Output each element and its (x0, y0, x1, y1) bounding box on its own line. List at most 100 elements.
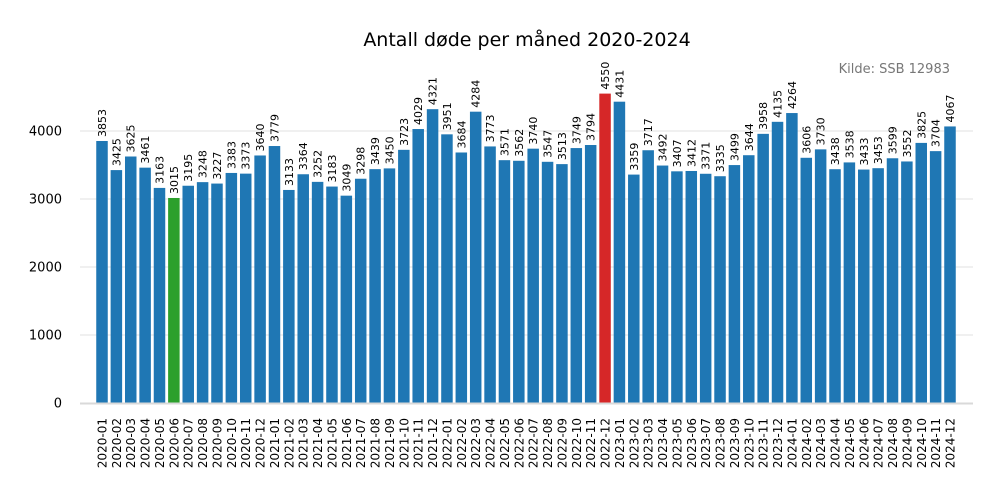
data-label: 3958 (757, 102, 770, 130)
bar (929, 151, 942, 403)
x-tick-label: 2022-05 (498, 418, 512, 468)
data-label: 3640 (254, 123, 267, 151)
bar (786, 113, 798, 403)
data-label: 3453 (872, 136, 885, 164)
x-tick-label: 2020-08 (196, 418, 210, 468)
x-tick-label: 2021-08 (369, 418, 383, 468)
bar (757, 133, 769, 403)
bar (326, 186, 338, 403)
data-label: 3951 (441, 102, 454, 130)
x-tick-label: 2022-06 (512, 418, 526, 468)
bar (297, 174, 309, 403)
x-tick-label: 2020-09 (210, 418, 224, 468)
x-tick-label: 2024-06 (857, 418, 871, 468)
data-label: 3335 (714, 144, 727, 172)
x-tick-label: 2021-11 (412, 418, 426, 468)
data-label: 4264 (786, 81, 799, 109)
bar (872, 168, 884, 403)
bar (340, 195, 353, 403)
x-tick-label: 2020-12 (254, 418, 268, 468)
x-tick-label: 2021-04 (311, 418, 325, 468)
bar (886, 158, 899, 403)
data-label: 4321 (427, 77, 440, 105)
bar (599, 93, 611, 403)
bar (354, 178, 367, 403)
bar (498, 160, 511, 403)
data-label: 3552 (901, 129, 914, 157)
bar (110, 170, 123, 403)
bar (96, 140, 108, 403)
data-label: 3723 (398, 118, 411, 146)
source-annotation: Kilde: SSB 12983 (839, 62, 950, 77)
x-tick-label: 2021-10 (397, 418, 411, 468)
x-tick-label: 2024-11 (929, 418, 943, 468)
data-label: 3183 (326, 155, 339, 183)
bar (139, 167, 151, 403)
x-tick-label: 2020-06 (167, 418, 181, 468)
x-tick-label: 2023-03 (642, 418, 656, 468)
data-label: 3049 (340, 164, 353, 192)
bar (124, 156, 137, 403)
bar (628, 174, 640, 403)
bar (513, 160, 525, 403)
data-label: 3825 (915, 111, 928, 139)
data-label: 4550 (599, 62, 612, 90)
bar (800, 157, 813, 403)
bar (268, 146, 281, 403)
data-label: 4284 (470, 80, 483, 108)
x-tick-label: 2022-11 (584, 418, 598, 468)
x-tick-label: 2023-10 (742, 418, 756, 468)
data-label: 3599 (887, 126, 900, 154)
bar (182, 185, 194, 403)
data-label: 3704 (930, 119, 943, 147)
bar (441, 134, 453, 403)
x-tick-label: 2020-11 (239, 418, 253, 468)
x-tick-label: 2021-12 (426, 418, 440, 468)
data-label: 3383 (225, 141, 238, 169)
x-tick-label: 2022-12 (599, 418, 613, 468)
y-tick-label: 4000 (29, 125, 62, 140)
data-label: 3749 (570, 116, 583, 144)
bar (843, 162, 856, 403)
bar (570, 148, 583, 403)
x-tick-label: 2020-03 (124, 418, 138, 468)
x-tick-label: 2023-02 (627, 418, 641, 468)
x-tick-label: 2022-10 (570, 418, 584, 468)
y-tick-label: 0 (54, 397, 62, 412)
x-tick-label: 2020-01 (96, 418, 110, 468)
x-tick-label: 2023-08 (714, 418, 728, 468)
bar (484, 146, 496, 403)
x-tick-label: 2024-08 (886, 418, 900, 468)
bar (455, 152, 468, 403)
data-label: 3625 (125, 125, 138, 153)
x-tick-label: 2021-06 (340, 418, 354, 468)
data-label: 3248 (197, 150, 210, 178)
data-label: 3163 (153, 156, 166, 184)
bar (383, 168, 396, 403)
data-label: 3015 (168, 166, 181, 194)
bar (656, 165, 669, 403)
x-tick-label: 2024-02 (800, 418, 814, 468)
data-label: 3853 (96, 109, 109, 137)
x-tick-label: 2023-05 (670, 418, 684, 468)
x-tick-label: 2022-01 (440, 418, 454, 468)
bar (196, 182, 209, 403)
bar (527, 148, 539, 403)
bar (685, 170, 698, 403)
y-tick-label: 3000 (29, 193, 62, 208)
x-tick-label: 2024-10 (915, 418, 929, 468)
x-tick-label: 2020-05 (153, 418, 167, 468)
x-tick-label: 2020-10 (225, 418, 239, 468)
data-label: 4431 (613, 70, 626, 98)
x-tick-label: 2020-02 (110, 418, 124, 468)
bar (771, 121, 784, 403)
bar (153, 187, 166, 403)
data-label: 4029 (412, 97, 425, 125)
data-label: 3364 (297, 142, 310, 170)
data-label: 3571 (498, 128, 511, 156)
x-tick-label: 2024-01 (785, 418, 799, 468)
bar (225, 172, 238, 403)
x-tick-label: 2020-04 (139, 418, 153, 468)
x-tick-label: 2022-04 (484, 418, 498, 468)
data-label: 3438 (829, 137, 842, 165)
